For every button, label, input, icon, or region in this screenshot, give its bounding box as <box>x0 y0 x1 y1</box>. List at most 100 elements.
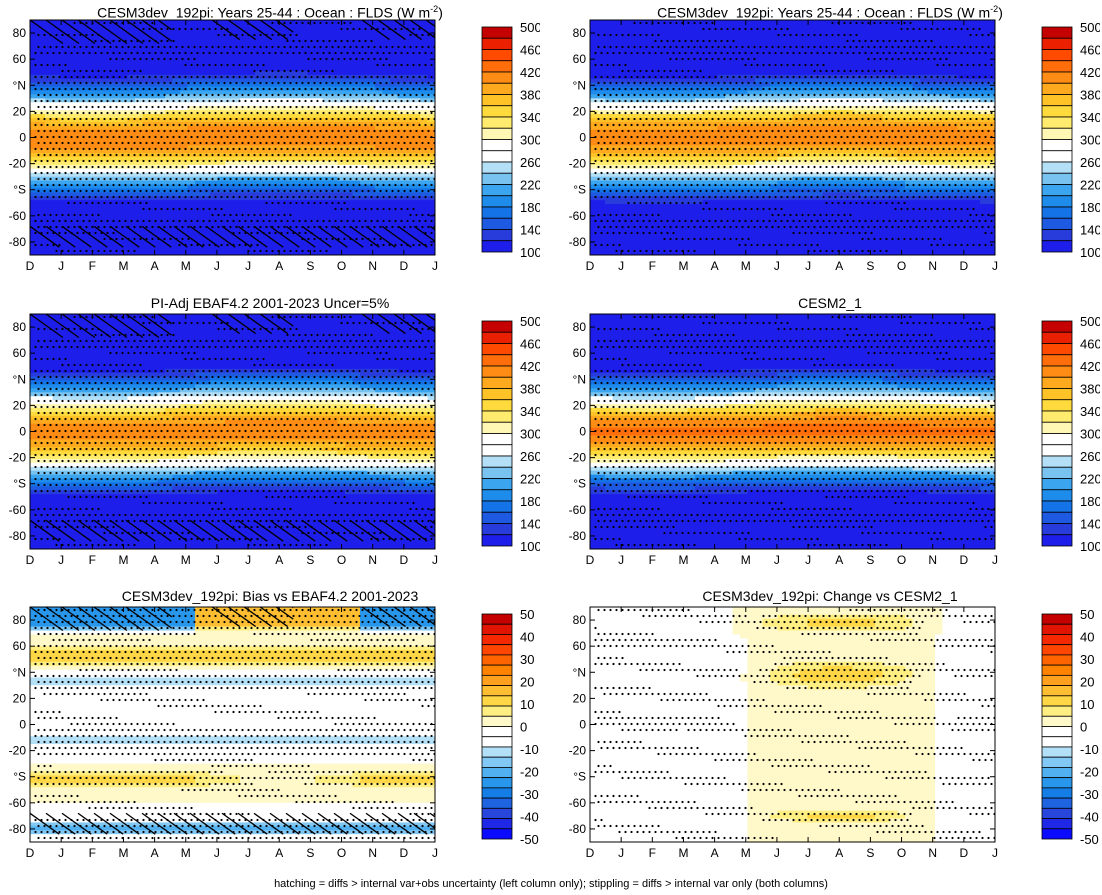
heatmap-cell <box>105 78 114 84</box>
stipple-dot <box>418 75 421 79</box>
stipple-dot <box>286 159 289 163</box>
stipple-dot <box>265 189 268 193</box>
stipple-dot <box>166 195 169 199</box>
heatmap-cell <box>180 55 189 60</box>
stipple-dot <box>121 117 124 121</box>
stipple-dot <box>298 159 301 163</box>
heatmap-cell <box>300 117 309 123</box>
stipple-dot <box>106 159 109 163</box>
heatmap-cell <box>330 172 339 178</box>
stipple-dot <box>46 171 49 175</box>
heatmap-cell <box>37 90 46 96</box>
stipple-dot <box>307 117 310 121</box>
stipple-dot <box>136 135 139 139</box>
stipple-dot <box>421 141 424 145</box>
heatmap-cell <box>307 129 316 135</box>
heatmap-cell <box>307 125 316 131</box>
stipple-dot <box>268 111 271 115</box>
heatmap-cell <box>165 247 174 252</box>
heatmap-cell <box>37 114 46 119</box>
heatmap-cell <box>120 247 129 252</box>
heatmap-cell <box>277 211 286 217</box>
heatmap-cell <box>142 39 151 45</box>
heatmap-cell <box>345 243 354 248</box>
heatmap-cell <box>330 204 339 209</box>
heatmap-cell <box>225 176 234 182</box>
stipple-dot <box>421 129 424 133</box>
stipple-dot <box>187 165 190 169</box>
heatmap-cell <box>240 215 249 221</box>
heatmap-cell <box>270 153 279 158</box>
heatmap-cell <box>187 184 196 190</box>
heatmap-cell <box>90 219 99 225</box>
stipple-dot <box>391 177 394 181</box>
heatmap-cell <box>142 35 151 41</box>
stipple-dot <box>268 171 271 175</box>
stipple-dot <box>274 159 277 163</box>
stipple-dot <box>289 69 292 73</box>
heatmap-cell <box>172 196 181 201</box>
stipple-dot <box>76 99 79 103</box>
stipple-dot <box>178 123 181 127</box>
stipple-dot <box>64 195 67 199</box>
stipple-dot <box>211 93 214 97</box>
heatmap-cell <box>202 247 211 252</box>
heatmap-cell <box>412 23 421 29</box>
heatmap-cell <box>255 137 264 143</box>
heatmap-cell <box>292 63 301 68</box>
heatmap-cell <box>187 137 196 143</box>
heatmap-cell <box>180 145 189 150</box>
heatmap-cell <box>150 188 159 193</box>
heatmap-cell <box>225 235 234 240</box>
stipple-dot <box>151 105 154 109</box>
heatmap-cell <box>352 235 361 240</box>
stipple-dot <box>103 177 106 181</box>
heatmap-cell <box>382 215 391 221</box>
heatmap-cell <box>127 243 136 248</box>
stipple-dot <box>355 189 358 193</box>
heatmap-cell <box>292 168 301 174</box>
heatmap-cell <box>315 117 324 123</box>
stipple-dot <box>52 171 55 175</box>
stipple-dot <box>139 117 142 121</box>
heatmap-cell <box>285 168 294 174</box>
stipple-dot <box>283 177 286 181</box>
stipple-dot <box>298 135 301 139</box>
heatmap-cell <box>352 157 361 162</box>
stipple-dot <box>403 129 406 133</box>
heatmap-cell <box>105 192 114 197</box>
heatmap-cell <box>420 114 429 119</box>
heatmap-cell <box>180 208 189 213</box>
heatmap-cell <box>345 247 354 252</box>
stipple-dot <box>301 165 304 169</box>
heatmap-cell <box>45 39 54 45</box>
stipple-dot <box>112 39 115 43</box>
heatmap-cell <box>412 243 421 248</box>
heatmap-cell <box>337 129 346 135</box>
stipple-dot <box>178 159 181 163</box>
stipple-dot <box>400 99 403 103</box>
heatmap-cell <box>60 172 69 178</box>
heatmap-cell <box>232 239 241 244</box>
heatmap-cell <box>30 23 39 29</box>
heatmap-cell <box>142 161 151 166</box>
heatmap-cell <box>300 204 309 209</box>
stipple-dot <box>250 111 253 115</box>
heatmap-cell <box>180 227 189 233</box>
heatmap-cell <box>337 31 346 37</box>
heatmap-cell <box>247 200 256 205</box>
stipple-dot <box>196 63 199 67</box>
heatmap-cell <box>52 70 61 76</box>
heatmap-cell <box>337 59 346 64</box>
heatmap-cell <box>420 102 429 107</box>
heatmap-cell <box>165 251 174 255</box>
heatmap-cell <box>37 94 46 99</box>
stipple-dot <box>196 171 199 175</box>
heatmap-cell <box>270 219 279 225</box>
heatmap-cell <box>367 184 376 190</box>
stipple-dot <box>85 141 88 145</box>
stipple-dot <box>133 189 136 193</box>
heatmap-cell <box>360 137 369 143</box>
heatmap-cell <box>187 106 196 111</box>
stipple-dot <box>223 189 226 193</box>
